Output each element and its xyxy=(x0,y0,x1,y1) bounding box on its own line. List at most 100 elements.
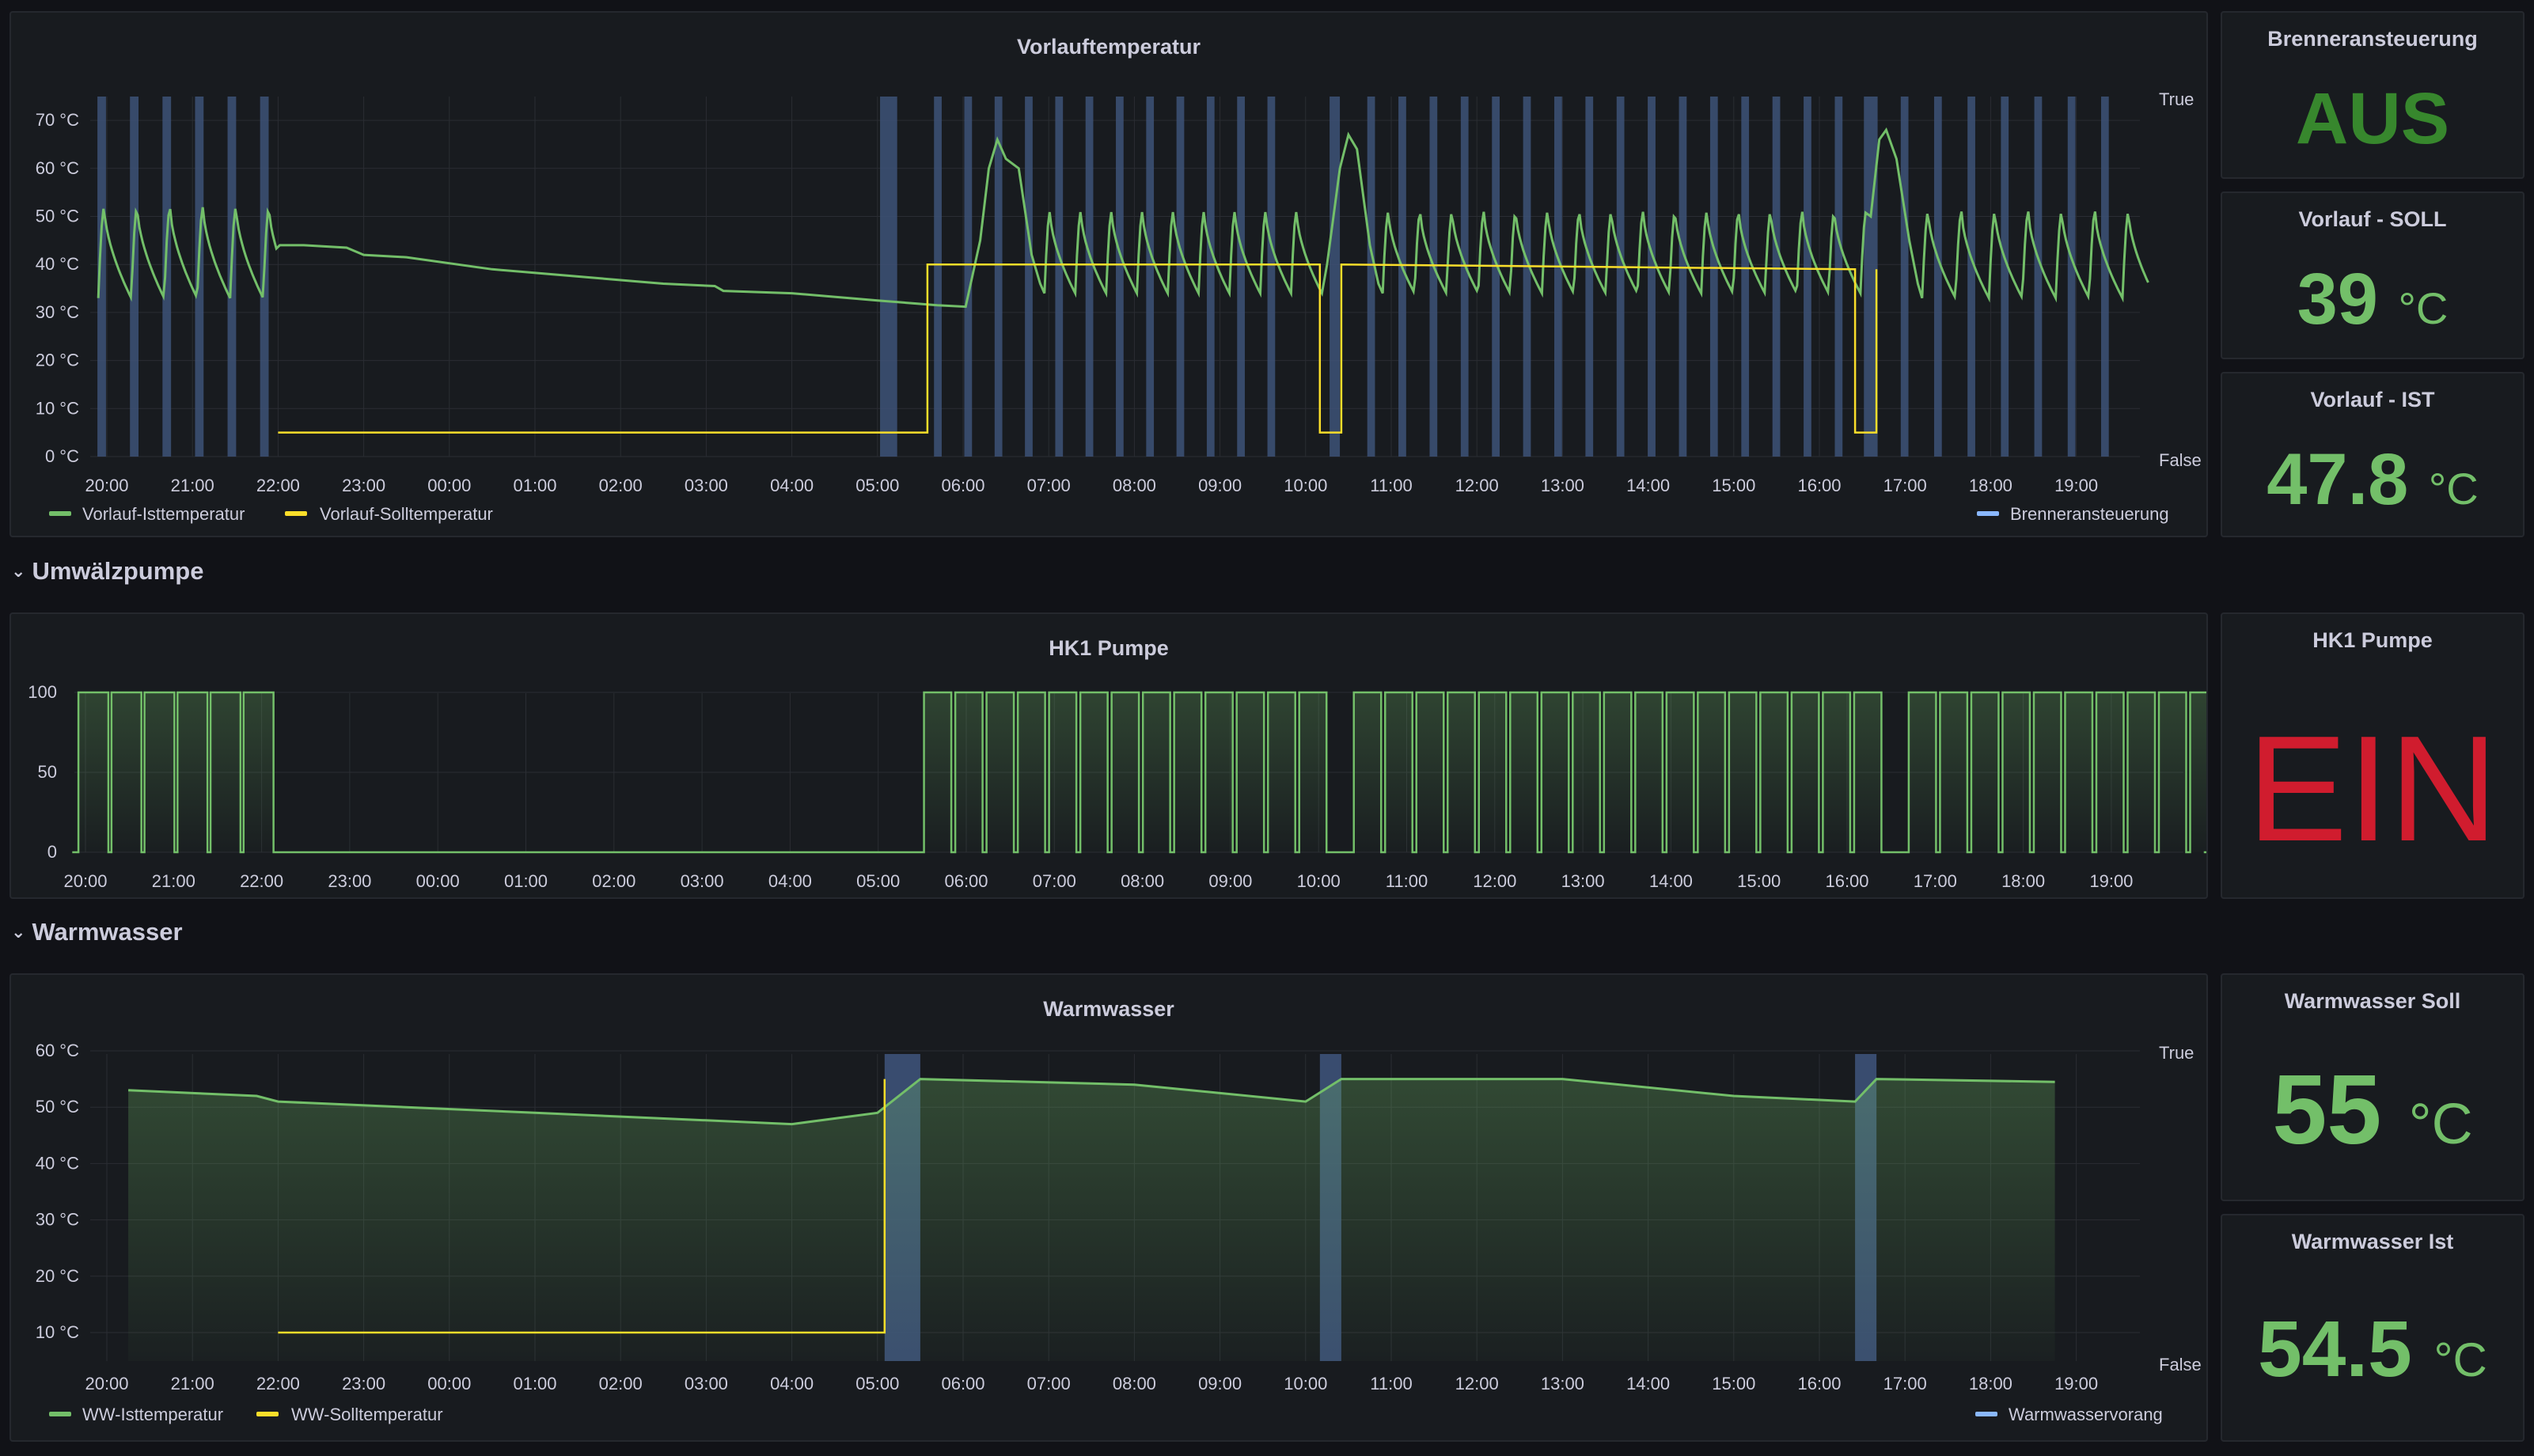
series-vorlauf-soll-line xyxy=(278,263,1878,434)
burner-on-band xyxy=(97,97,106,457)
y-tick-label: 50 xyxy=(38,762,57,782)
vorlauf-panel: Vorlauftemperatur 0 °C 10 °C 20 °C 30 °C 40 … xyxy=(9,11,2208,537)
legend-swatch-brenner xyxy=(1977,511,1999,516)
burner-on-band xyxy=(1585,97,1594,457)
x-tick-label: 12:00 xyxy=(1455,476,1499,495)
x-tick-label: 07:00 xyxy=(1027,1374,1071,1393)
stat-brenner-title[interactable]: Brenneransteuerung xyxy=(2267,27,2478,51)
legend-label-vorlauf-ist: Vorlauf-Isttemperatur xyxy=(82,504,245,524)
burner-on-band xyxy=(1900,97,1909,457)
y-tick-label: 70 °C xyxy=(36,110,79,130)
burner-on-band xyxy=(964,97,973,457)
y-tick-label: 10 °C xyxy=(36,1322,79,1342)
x-tick-label: 11:00 xyxy=(1386,871,1428,891)
row-title-warmwasser: Warmwasser xyxy=(32,918,183,946)
burner-on-band xyxy=(880,97,897,457)
x-tick-label: 23:00 xyxy=(342,476,385,495)
x-tick-label: 13:00 xyxy=(1541,1374,1584,1393)
stat-ww-ist-title[interactable]: Warmwasser Ist xyxy=(2291,1230,2454,1253)
x-tick-label: 17:00 xyxy=(1883,1374,1927,1393)
chevron-down-icon[interactable]: ⌄ xyxy=(11,561,26,581)
x-tick-label: 05:00 xyxy=(855,476,899,495)
series-ww-soll-line xyxy=(278,1079,886,1334)
stat-vorlauf-soll-unit: °C xyxy=(2398,283,2449,333)
x-tick-label: 03:00 xyxy=(681,871,724,891)
y-tick-label: 60 °C xyxy=(36,158,79,178)
burner-on-band xyxy=(1967,97,1975,457)
row-header-warmwasser[interactable]: ⌄ Warmwasser xyxy=(11,918,183,946)
series-pumpe-area xyxy=(78,692,2206,852)
x-tick-label: 18:00 xyxy=(1969,1374,2012,1393)
stat-ww-soll-unit: °C xyxy=(2408,1093,2473,1156)
burner-on-band xyxy=(1367,97,1375,457)
x-tick-label: 08:00 xyxy=(1113,1374,1156,1393)
x-tick-label: 04:00 xyxy=(770,1374,814,1393)
x-tick-label: 17:00 xyxy=(1914,871,1957,891)
stat-ww-ist-number: 54.5 xyxy=(2258,1305,2412,1393)
x-tick-label: 13:00 xyxy=(1561,871,1605,891)
x-tick-label: 04:00 xyxy=(770,476,814,495)
y-tick-label: 50 °C xyxy=(36,1097,79,1117)
series-ww-ist-line xyxy=(128,1078,2055,1126)
stat-vorlauf-soll-value: 39 °C xyxy=(2222,258,2523,341)
x-tick-label: 02:00 xyxy=(599,476,643,495)
pumpe-panel-title[interactable]: HK1 Pumpe xyxy=(1049,636,1169,660)
burner-on-band xyxy=(1492,97,1500,457)
legend-label-brenner: Brenneransteuerung xyxy=(2010,504,2169,524)
warmwasser-panel-title[interactable]: Warmwasser xyxy=(1043,997,1174,1021)
x-tick-label: 20:00 xyxy=(85,1374,128,1393)
x-tick-label: 16:00 xyxy=(1797,1374,1841,1393)
burner-on-band xyxy=(1616,97,1625,457)
x-tick-label: 22:00 xyxy=(240,871,283,891)
burner-on-band xyxy=(130,97,139,457)
x-tick-label: 08:00 xyxy=(1113,476,1156,495)
burner-on-band xyxy=(2034,97,2043,457)
burner-on-band xyxy=(1176,97,1185,457)
burner-on-band xyxy=(994,97,1003,457)
stat-ww-ist-value: 54.5 °C xyxy=(2222,1304,2523,1395)
stat-ww-ist-panel: Warmwasser Ist 54.5 °C xyxy=(2221,1214,2525,1442)
burner-on-band xyxy=(1648,97,1656,457)
x-tick-label: 21:00 xyxy=(171,1374,214,1393)
burner-on-band xyxy=(1398,97,1406,457)
burner-on-band xyxy=(1206,97,1215,457)
vorlauf-panel-title[interactable]: Vorlauftemperatur xyxy=(1016,35,1201,59)
burner-on-band xyxy=(1554,97,1562,457)
stat-pumpe-value: EIN xyxy=(2222,703,2523,875)
x-tick-label: 13:00 xyxy=(1541,476,1584,495)
stat-vorlauf-soll-panel: Vorlauf - SOLL 39 °C xyxy=(2221,191,2525,359)
x-tick-label: 11:00 xyxy=(1370,1374,1412,1393)
y-tick-label: 30 °C xyxy=(36,1210,79,1230)
x-tick-label: 10:00 xyxy=(1284,476,1327,495)
x-tick-label: 10:00 xyxy=(1284,1374,1327,1393)
x-tick-label: 08:00 xyxy=(1121,871,1164,891)
warmwasser-panel: Warmwasser 10 °C 20 °C 30 °C 40 °C 50 °C 60 °… xyxy=(9,973,2208,1442)
x-tick-label: 03:00 xyxy=(685,476,728,495)
chevron-down-icon[interactable]: ⌄ xyxy=(11,922,26,942)
y-tick-label: 60 °C xyxy=(36,1041,79,1060)
legend-swatch-vorlauf-soll xyxy=(285,511,307,516)
x-tick-label: 00:00 xyxy=(427,1374,471,1393)
x-tick-label: 05:00 xyxy=(855,1374,899,1393)
stat-vorlauf-soll-title[interactable]: Vorlauf - SOLL xyxy=(2298,207,2447,231)
stat-pumpe-title[interactable]: HK1 Pumpe xyxy=(2312,628,2433,652)
burner-on-band xyxy=(1116,97,1124,457)
burner-on-band xyxy=(1772,97,1781,457)
x-tick-label: 21:00 xyxy=(171,476,214,495)
row-header-umwaelzpumpe[interactable]: ⌄ Umwälzpumpe xyxy=(11,557,203,586)
burner-on-band xyxy=(1933,97,1942,457)
y-tick-label: 50 °C xyxy=(36,207,79,226)
stat-ww-ist-unit: °C xyxy=(2433,1333,2487,1386)
burner-on-band xyxy=(1429,97,1438,457)
x-tick-label: 19:00 xyxy=(2054,476,2098,495)
burner-on-band xyxy=(1460,97,1469,457)
x-tick-label: 07:00 xyxy=(1027,476,1071,495)
x-tick-label: 17:00 xyxy=(1883,476,1927,495)
legend-label-ww-ist: WW-Isttemperatur xyxy=(82,1405,223,1424)
stat-vorlauf-ist-title[interactable]: Vorlauf - IST xyxy=(2310,388,2435,411)
stat-ww-soll-title[interactable]: Warmwasser Soll xyxy=(2284,989,2461,1013)
y-tick-label: 20 °C xyxy=(36,1266,79,1286)
x-tick-label: 23:00 xyxy=(328,871,371,891)
burner-on-band xyxy=(1085,97,1094,457)
pumpe-panel: HK1 Pumpe 0 50 100 20:00 21:00 22:00 23:00 00:0… xyxy=(9,612,2208,899)
